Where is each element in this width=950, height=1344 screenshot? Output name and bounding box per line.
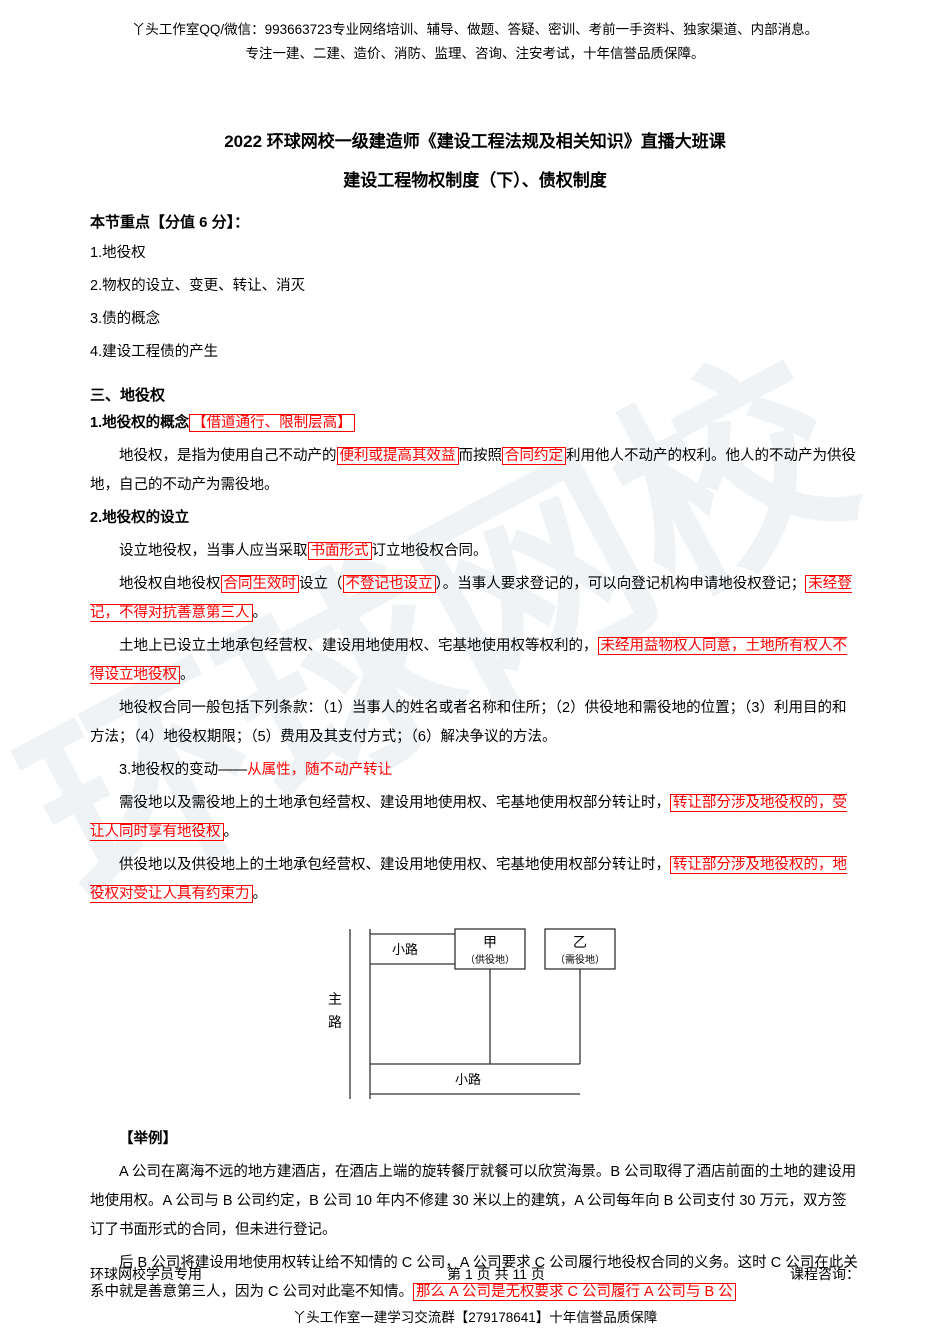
text-run: 。 bbox=[253, 605, 268, 621]
concept-heading-highlight: 【借道通行、限制层高】 bbox=[189, 414, 355, 432]
text-run: 。 bbox=[253, 886, 268, 902]
concept-heading: 1.地役权的概念【借道通行、限制层高】 bbox=[90, 409, 860, 438]
highlight-box: 合同约定 bbox=[502, 447, 566, 465]
example-p2: 后 B 公司将建设用地使用权转让给不知情的 C 公司，A 公司要求 C 公司履行… bbox=[90, 1249, 860, 1307]
establishment-p2: 地役权自地役权合同生效时设立（不登记也设立）。当事人要求登记的，可以向登记机构申… bbox=[90, 570, 860, 628]
text-run: 地役权，是指为使用自己不动产的 bbox=[119, 448, 337, 464]
example-p1: A 公司在离海不远的地方建酒店，在酒店上端的旋转餐厅就餐可以欣赏海景。B 公司取… bbox=[90, 1158, 860, 1245]
variation-heading: 3.地役权的变动——从属性，随不动产转让 bbox=[90, 756, 860, 785]
text-run: 订立地役权合同。 bbox=[372, 543, 488, 559]
example-heading: 【举例】 bbox=[90, 1125, 860, 1154]
text-run: 地役权自地役权 bbox=[119, 576, 221, 592]
easement-diagram: 主路小路小路甲（供役地）乙（需役地） bbox=[310, 919, 640, 1109]
svg-text:主: 主 bbox=[328, 992, 342, 1008]
highlight-box: 书面形式 bbox=[308, 542, 372, 560]
text-run: 设立地役权，当事人应当采取 bbox=[119, 543, 308, 559]
text-run: 需役地以及需役地上的土地承包经营权、建设用地使用权、宅基地使用权部分转让时， bbox=[119, 795, 670, 811]
red-text: 从属性，随不动产转让 bbox=[247, 762, 392, 778]
document-title: 2022 环球网校一级建造师《建设工程法规及相关知识》直播大班课 bbox=[90, 127, 860, 152]
text-run: 土地上已设立土地承包经营权、建设用地使用权、宅基地使用权等权利的， bbox=[119, 638, 598, 654]
svg-text:路: 路 bbox=[328, 1015, 342, 1031]
svg-text:（供役地）: （供役地） bbox=[465, 953, 515, 966]
text-run: 供役地以及供役地上的土地承包经营权、建设用地使用权、宅基地使用权部分转让时， bbox=[119, 857, 670, 873]
establishment-p3: 土地上已设立土地承包经营权、建设用地使用权、宅基地使用权等权利的，未经用益物权人… bbox=[90, 632, 860, 690]
svg-text:甲: 甲 bbox=[483, 936, 497, 951]
text-run: 设立（ bbox=[299, 576, 343, 592]
svg-text:乙: 乙 bbox=[573, 935, 587, 951]
establishment-heading: 2.地役权的设立 bbox=[90, 504, 860, 533]
highlight-box: 那么 A 公司是无权要求 C 公司履行 A 公司与 B 公 bbox=[413, 1283, 736, 1301]
concept-paragraph: 地役权，是指为使用自己不动产的便利或提高其效益而按照合同约定利用他人不动产的权利… bbox=[90, 442, 860, 500]
highlight-box: 合同生效时 bbox=[221, 575, 300, 593]
highlight-box: 不登记也设立 bbox=[343, 575, 436, 593]
svg-text:（需役地）: （需役地） bbox=[555, 953, 605, 966]
header-ad-line2: 专注一建、二建、造价、消防、监理、咨询、注安考试，十年信誉品质保障。 bbox=[90, 42, 860, 66]
concept-heading-text: 1.地役权的概念 bbox=[90, 415, 189, 431]
text-run: ）。当事人要求登记的，可以向登记机构申请地役权登记； bbox=[436, 576, 806, 592]
highlight-box: 便利或提高其效益 bbox=[337, 447, 459, 465]
establishment-p4: 地役权合同一般包括下列条款：（1）当事人的姓名或者名称和住所；（2）供役地和需役… bbox=[90, 694, 860, 752]
focus-heading: 本节重点【分值 6 分】： bbox=[90, 211, 860, 232]
focus-item: 3.债的概念 bbox=[90, 308, 860, 331]
section-3-heading: 三、地役权 bbox=[90, 384, 860, 405]
text-run: 3.地役权的变动—— bbox=[119, 762, 247, 778]
establishment-p1: 设立地役权，当事人应当采取书面形式订立地役权合同。 bbox=[90, 537, 860, 566]
focus-item: 2.物权的设立、变更、转让、消灭 bbox=[90, 275, 860, 298]
text-run: 而按照 bbox=[459, 448, 503, 464]
variation-p1: 需役地以及需役地上的土地承包经营权、建设用地使用权、宅基地使用权部分转让时，转让… bbox=[90, 789, 860, 847]
variation-p2: 供役地以及供役地上的土地承包经营权、建设用地使用权、宅基地使用权部分转让时，转让… bbox=[90, 851, 860, 909]
document-subtitle: 建设工程物权制度（下）、债权制度 bbox=[90, 166, 860, 191]
text-run: 。 bbox=[180, 667, 195, 683]
text-run: 。 bbox=[224, 824, 239, 840]
svg-text:小路: 小路 bbox=[392, 942, 418, 957]
header-ad-line1: 丫头工作室QQ/微信：993663723专业网络培训、辅导、做题、答疑、密训、考… bbox=[90, 18, 860, 42]
focus-item: 4.建设工程债的产生 bbox=[90, 341, 860, 364]
svg-text:小路: 小路 bbox=[455, 1072, 481, 1087]
footer-ad: 丫头工作室一建学习交流群【279178641】十年信誉品质保障 bbox=[0, 1306, 950, 1326]
focus-item: 1.地役权 bbox=[90, 242, 860, 265]
